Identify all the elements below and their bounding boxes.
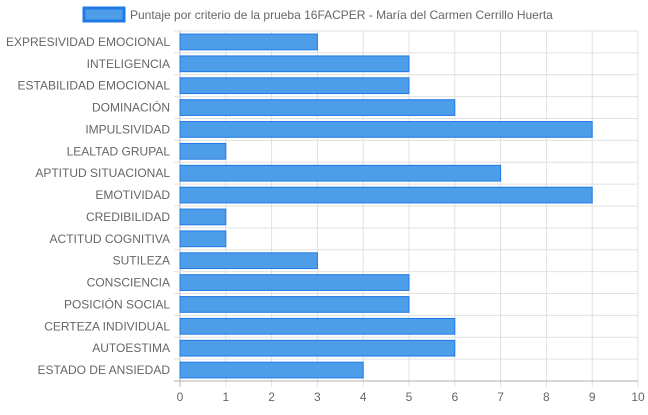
bar[interactable] xyxy=(179,339,456,357)
y-category-label: ESTADO DE ANSIEDAD xyxy=(38,363,171,377)
y-category-label: CONSCIENCIA xyxy=(87,276,170,290)
x-tick-label: 0 xyxy=(177,390,184,404)
y-category-label: LEALTAD GRUPAL xyxy=(67,144,171,158)
bar[interactable] xyxy=(179,186,593,204)
y-category-label: EMOTIVIDAD xyxy=(95,188,170,202)
y-category-label: ESTABILIDAD EMOCIONAL xyxy=(18,79,171,93)
x-tick-label: 6 xyxy=(451,390,458,404)
y-category-label: DOMINACIÓN xyxy=(92,100,170,115)
legend[interactable]: Puntaje por criterio de la prueba 16FACP… xyxy=(82,6,553,23)
x-tick-label: 10 xyxy=(631,390,645,404)
y-category-label: ACTITUD COGNITIVA xyxy=(50,232,170,246)
bar[interactable] xyxy=(179,274,410,291)
bar[interactable] xyxy=(179,164,502,182)
y-category-label: IMPULSIVIDAD xyxy=(85,122,170,136)
y-category-label: INTELIGENCIA xyxy=(87,57,170,71)
x-tick-label: 7 xyxy=(497,390,504,404)
bar[interactable] xyxy=(179,296,410,313)
bar[interactable] xyxy=(179,230,227,248)
legend-label[interactable]: Puntaje por criterio de la prueba 16FACP… xyxy=(130,8,553,22)
y-category-label: CERTEZA INDIVIDUAL xyxy=(44,319,170,333)
x-tick-label: 4 xyxy=(360,390,367,404)
y-axis-labels: EXPRESIVIDAD EMOCIONAL INTELIGENCIA ESTABI… xyxy=(6,35,170,377)
y-category-label: POSICIÓN SOCIAL xyxy=(64,296,170,311)
x-tick-label: 8 xyxy=(543,390,550,404)
bar[interactable] xyxy=(179,55,410,73)
bar[interactable] xyxy=(179,77,410,95)
x-tick-label: 5 xyxy=(406,390,413,404)
y-category-label: EXPRESIVIDAD EMOCIONAL xyxy=(6,35,170,49)
y-category-label: AUTOESTIMA xyxy=(92,341,170,355)
bar[interactable] xyxy=(179,121,593,138)
bars xyxy=(179,33,593,379)
y-category-label: CREDIBILIDAD xyxy=(86,210,170,224)
bar[interactable] xyxy=(179,33,318,51)
legend-swatch[interactable] xyxy=(82,6,126,23)
x-tick-label: 3 xyxy=(314,390,321,404)
y-category-label: SUTILEZA xyxy=(113,254,170,268)
bar[interactable] xyxy=(179,208,227,226)
bar[interactable] xyxy=(179,99,456,116)
bar[interactable] xyxy=(179,317,456,335)
y-category-label: APTITUD SITUACIONAL xyxy=(35,166,170,180)
bar[interactable] xyxy=(179,252,318,270)
bar[interactable] xyxy=(179,142,227,160)
x-axis-labels: 0 1 2 3 4 5 6 7 8 9 10 xyxy=(177,390,645,404)
x-tick-label: 2 xyxy=(268,390,275,404)
x-tick-label: 9 xyxy=(589,390,596,404)
bar[interactable] xyxy=(179,361,364,379)
x-tick-label: 1 xyxy=(222,390,229,404)
